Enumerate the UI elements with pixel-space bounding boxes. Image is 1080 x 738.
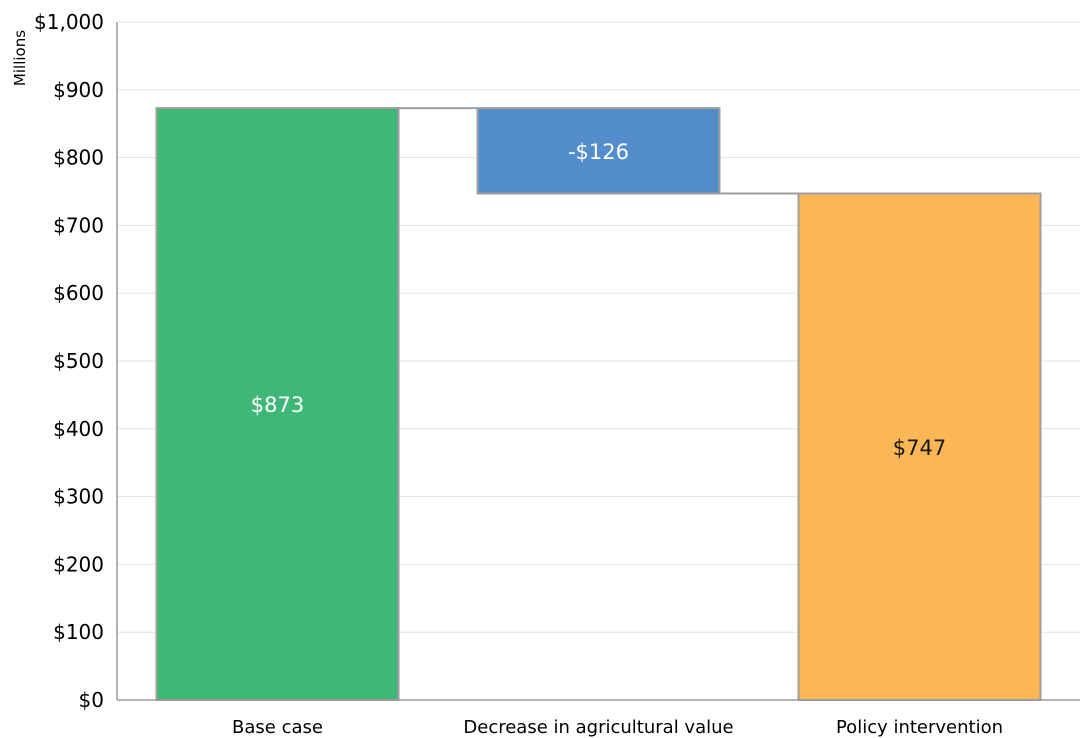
y-tick-label: $500	[53, 349, 104, 373]
y-tick-label: $300	[53, 485, 104, 509]
y-tick-label: $0	[79, 688, 104, 712]
bars	[155, 107, 1042, 701]
connectors	[398, 107, 799, 195]
bar-0	[155, 107, 400, 701]
data-labels: $873 -$126 $747	[251, 140, 946, 460]
y-tick-label: $100	[53, 620, 104, 644]
bar-1	[476, 107, 721, 195]
data-label-2: $747	[893, 436, 946, 460]
x-axis-category-labels: Base case Decrease in agricultural value P…	[232, 717, 1003, 738]
y-tick-label: $200	[53, 552, 104, 576]
data-label-1: -$126	[568, 140, 629, 164]
y-tick-label: $900	[53, 78, 104, 102]
y-axis-unit-label: Millions	[11, 30, 29, 86]
data-label-0: $873	[251, 393, 304, 417]
x-category-label: Base case	[232, 717, 323, 738]
x-category-label: Policy intervention	[836, 717, 1003, 738]
y-tick-label: $1,000	[34, 10, 104, 34]
y-axis-tick-labels: $0 $100 $200 $300 $400 $500 $600 $700 $800 $900 $1…	[34, 10, 104, 712]
y-tick-label: $800	[53, 146, 104, 170]
y-tick-label: $400	[53, 417, 104, 441]
x-category-label: Decrease in agricultural value	[463, 717, 733, 738]
y-tick-label: $700	[53, 213, 104, 237]
y-tick-label: $600	[53, 281, 104, 305]
bar-2	[797, 192, 1042, 701]
